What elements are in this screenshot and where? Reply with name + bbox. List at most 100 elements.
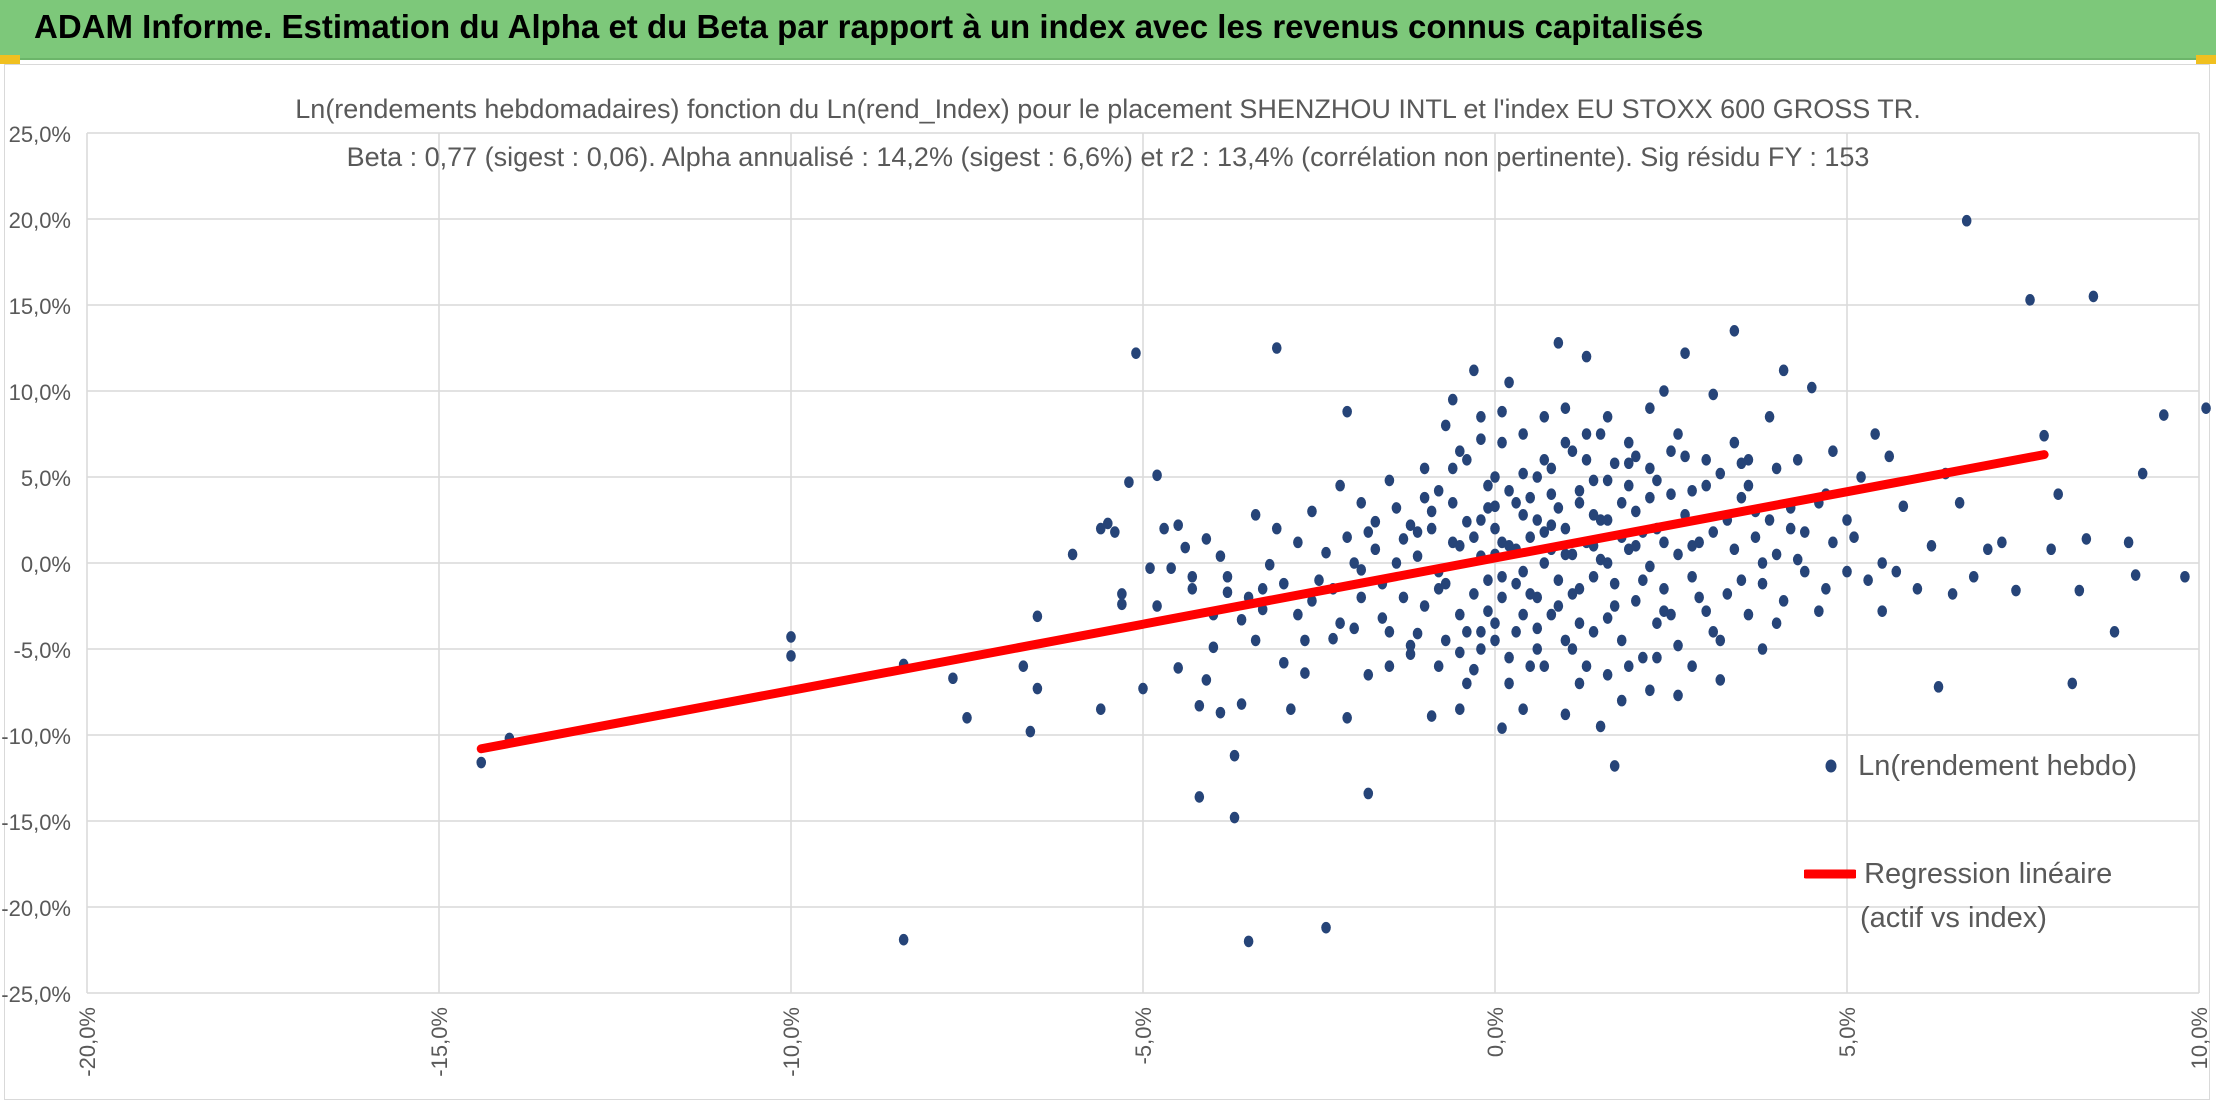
- data-point: [1504, 651, 1514, 664]
- data-point: [1757, 643, 1768, 655]
- regression-layer: [476, 450, 2049, 754]
- data-point: [1504, 677, 1514, 690]
- data-point: [1588, 626, 1599, 638]
- data-point: [1426, 522, 1437, 535]
- data-point: [1490, 617, 1500, 629]
- data-point: [1849, 531, 1859, 543]
- data-point: [1504, 376, 1514, 389]
- data-point: [1623, 457, 1634, 470]
- data-point: [1616, 497, 1627, 509]
- data-point: [1490, 634, 1500, 647]
- y-tick-label: -15,0%: [1, 810, 71, 835]
- data-point: [1715, 674, 1726, 686]
- data-point: [1546, 519, 1557, 531]
- data-point: [1525, 660, 1535, 672]
- data-point: [1398, 591, 1409, 604]
- data-point: [1433, 484, 1444, 497]
- data-point: [2011, 584, 2021, 597]
- data-point: [1884, 450, 1895, 463]
- legend-dot-marker: [1825, 759, 1837, 773]
- data-point: [2039, 429, 2049, 442]
- data-point: [1250, 634, 1261, 647]
- data-point: [1490, 522, 1500, 535]
- data-point: [1398, 533, 1409, 545]
- data-point: [1595, 720, 1606, 733]
- data-point: [1483, 479, 1493, 492]
- data-point: [1870, 428, 1880, 440]
- data-point: [1117, 588, 1127, 600]
- data-point: [1616, 694, 1627, 707]
- data-point: [1447, 393, 1458, 406]
- data-point: [1609, 457, 1620, 470]
- data-point: [1560, 436, 1571, 449]
- data-point: [1159, 522, 1169, 535]
- data-point: [1581, 350, 1592, 363]
- data-point: [1271, 342, 1282, 354]
- data-point: [1412, 526, 1423, 538]
- data-point: [1645, 462, 1655, 475]
- data-point: [1476, 433, 1486, 445]
- data-point: [1469, 531, 1479, 543]
- data-point: [1926, 540, 1937, 552]
- y-tick-label: -10,0%: [1, 724, 71, 749]
- y-tick-label: 5,0%: [21, 466, 71, 491]
- data-point: [1271, 522, 1282, 535]
- data-point: [962, 712, 972, 724]
- data-point: [1525, 588, 1535, 600]
- data-point: [1236, 698, 1247, 710]
- data-point: [1328, 632, 1338, 645]
- data-point: [1588, 509, 1599, 521]
- data-point: [1602, 514, 1613, 526]
- data-point: [1708, 388, 1719, 401]
- data-point: [1229, 749, 1240, 762]
- data-point: [1300, 634, 1310, 647]
- data-point: [1729, 436, 1740, 449]
- legend-item-points: Ln(rendement hebdo): [1820, 744, 2137, 788]
- data-point: [1532, 622, 1543, 635]
- data-point: [1300, 667, 1310, 679]
- data-point: [948, 672, 958, 685]
- data-point: [1483, 574, 1493, 586]
- data-point: [1222, 586, 1233, 599]
- data-point: [1229, 811, 1240, 824]
- data-point: [1370, 515, 1381, 528]
- data-point: [1476, 514, 1486, 526]
- x-tick-label: 0,0%: [1483, 1007, 1508, 1057]
- data-point: [1032, 682, 1043, 695]
- legend-label-regression-1: Regression linéaire: [1864, 858, 2113, 890]
- data-point: [1616, 634, 1627, 647]
- data-point: [1757, 557, 1768, 569]
- data-point: [1778, 595, 1789, 607]
- data-point: [1539, 526, 1550, 538]
- data-point: [1208, 641, 1219, 654]
- data-point: [1680, 450, 1690, 463]
- data-point: [1356, 591, 1367, 604]
- data-point: [1117, 598, 1127, 611]
- data-point: [1553, 502, 1564, 514]
- report-title: ADAM Informe. Estimation du Alpha et du …: [34, 8, 1704, 45]
- data-point: [1863, 574, 1873, 586]
- data-point: [1546, 462, 1557, 475]
- data-point: [1293, 608, 1303, 621]
- data-point: [1715, 467, 1726, 480]
- data-point: [1497, 591, 1507, 604]
- data-point: [1384, 626, 1395, 638]
- legend-label-regression-2: (actif vs index): [1860, 902, 2047, 934]
- data-point: [1828, 445, 1838, 458]
- data-point: [1384, 474, 1395, 487]
- data-point: [1525, 531, 1535, 543]
- data-point: [2130, 569, 2141, 581]
- data-point: [1532, 643, 1543, 655]
- data-point: [1440, 419, 1451, 432]
- data-point: [1497, 436, 1507, 449]
- data-point: [1476, 626, 1486, 638]
- data-point: [2081, 533, 2092, 545]
- data-point: [1518, 703, 1528, 715]
- data-point: [1518, 467, 1528, 480]
- data-point: [1293, 536, 1303, 549]
- data-point: [1377, 612, 1388, 624]
- data-point: [2137, 467, 2148, 480]
- data-point: [2046, 543, 2056, 556]
- data-point: [1384, 660, 1395, 672]
- data-point: [1701, 605, 1711, 617]
